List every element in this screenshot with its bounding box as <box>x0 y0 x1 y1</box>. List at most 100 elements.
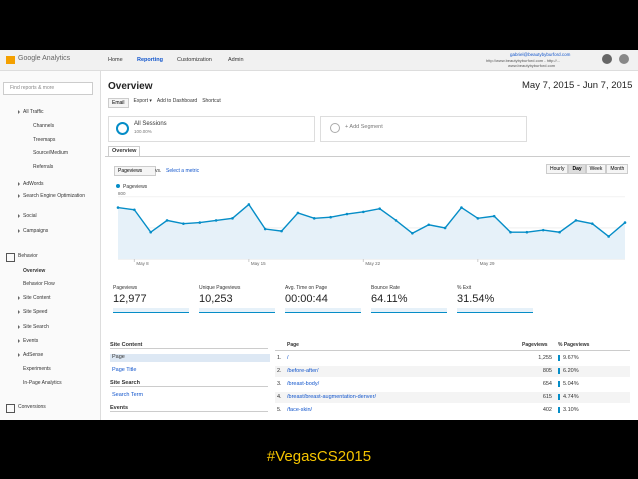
date-range[interactable]: May 7, 2015 - Jun 7, 2015 <box>522 80 633 91</box>
section-item[interactable]: Search Term <box>112 392 144 398</box>
legend-label: Pageviews <box>123 184 148 190</box>
sidebar-item[interactable]: Behavior Flow <box>23 281 55 287</box>
row-pageviews: 402 <box>542 407 552 413</box>
row-bar <box>558 368 560 374</box>
sidebar-item[interactable]: Referrals <box>33 164 54 170</box>
nav[interactable]: Reporting <box>137 57 163 63</box>
sidebar-item[interactable]: Events <box>23 338 39 344</box>
granularity-button[interactable]: Hourly <box>546 164 569 174</box>
metric-label: Unique Pageviews <box>199 285 241 291</box>
row-index: 4. <box>277 394 282 400</box>
arrow <box>18 353 20 357</box>
screenshot: Google Analytics Home Reporting Customiz… <box>0 50 638 420</box>
toolbar-button[interactable]: Add to Dashboard <box>156 98 198 104</box>
segment-percent: 100.00% <box>134 129 152 134</box>
row-index: 5. <box>277 407 282 413</box>
row-pageviews: 615 <box>542 394 552 400</box>
point <box>165 219 169 222</box>
sidebar-item[interactable]: Campaigns <box>23 228 49 234</box>
sparkline <box>371 308 447 313</box>
nav[interactable]: Admin <box>228 57 244 63</box>
point <box>247 203 251 206</box>
point <box>558 230 561 234</box>
granularity-button[interactable]: Day <box>568 164 586 174</box>
row-bar <box>558 407 560 413</box>
sidebar-item[interactable]: In-Page Analytics <box>23 380 62 386</box>
sidebar-item[interactable]: Site Search <box>23 324 49 330</box>
sidebar-item[interactable]: Social <box>23 213 37 219</box>
toolbar-button[interactable]: Export ▾ <box>133 98 152 104</box>
tab[interactable] <box>108 146 140 157</box>
metric-label: Pageviews <box>113 285 138 291</box>
sidebar-item[interactable]: Conversions <box>18 404 46 410</box>
sidebar-item[interactable]: Channels <box>33 123 55 129</box>
segment-icon <box>116 122 129 135</box>
point <box>509 230 512 234</box>
row-page[interactable]: /breast-body/ <box>287 381 320 387</box>
add-segment[interactable]: + Add Segment <box>345 124 383 130</box>
sidebar-item[interactable]: Site Content <box>23 295 51 301</box>
toolbar-button[interactable]: Email <box>108 98 129 108</box>
top-bar <box>0 50 638 71</box>
account-url: http://www.beautybyburford.com - http://… <box>486 58 561 63</box>
hashtag: #VegasCS2015 <box>266 448 372 465</box>
search-placeholder: Find reports & more <box>10 85 55 91</box>
account-email[interactable]: gabriel@beautybyburford.com <box>510 52 571 57</box>
point <box>362 210 365 214</box>
row-percent: 9.67% <box>563 355 579 361</box>
x-tick-label: May 22 <box>365 261 380 266</box>
arrow <box>18 214 20 218</box>
row-index: 3. <box>277 381 282 387</box>
row-page[interactable]: /before-after/ <box>287 368 319 374</box>
granularity-button[interactable]: Month <box>606 164 629 174</box>
toolbar-button[interactable]: Shortcut <box>202 98 221 104</box>
sidebar <box>0 71 101 420</box>
nav[interactable]: Home <box>108 57 123 63</box>
row-percent: 3.10% <box>563 407 579 413</box>
metric-label: % Exit <box>457 285 472 291</box>
avatar[interactable] <box>619 54 629 64</box>
settings-icon[interactable] <box>602 54 612 64</box>
sidebar-item[interactable]: Source/Medium <box>33 150 69 156</box>
sparkline <box>113 308 189 313</box>
row-page[interactable]: /breast/breast-augmentation-denver/ <box>287 394 376 400</box>
row-bar <box>558 381 560 387</box>
granularity-button[interactable]: Week <box>585 164 607 174</box>
tab-label: Overview <box>112 148 137 154</box>
section-item[interactable]: Page <box>110 354 270 362</box>
segment-box[interactable] <box>108 116 315 142</box>
metric-value: 10,253 <box>199 293 233 305</box>
sidebar-item[interactable]: All Traffic <box>23 109 44 115</box>
point <box>312 217 316 220</box>
row-bg <box>275 366 630 377</box>
row-page[interactable]: /face-skin/ <box>287 407 313 413</box>
sidebar-item[interactable]: Behavior <box>18 253 38 259</box>
sidebar-item[interactable]: AdSense <box>23 352 44 358</box>
point <box>411 231 414 235</box>
nav[interactable]: Customization <box>177 57 212 63</box>
x-tick-label: May 15 <box>251 261 266 266</box>
x-tick-label: May 8 <box>136 261 149 266</box>
sidebar-item[interactable]: Site Speed <box>23 309 48 315</box>
point <box>345 212 349 216</box>
select-metric[interactable]: Select a metric <box>166 168 200 174</box>
add-segment-box[interactable] <box>320 116 527 142</box>
metric-select[interactable]: Pageviews <box>114 166 156 176</box>
sidebar-item[interactable]: AdWords <box>23 181 44 187</box>
row-page[interactable]: / <box>287 355 289 361</box>
y-tick-label: 800 <box>118 191 126 196</box>
point <box>214 219 218 222</box>
point <box>149 230 153 234</box>
sidebar-item[interactable]: Overview <box>23 268 46 274</box>
sidebar-item[interactable]: Search Engine Optimization <box>23 193 85 199</box>
logo: Google Analytics <box>18 55 71 62</box>
section-item[interactable]: Page Title <box>112 367 137 373</box>
sidebar-item[interactable]: Treemaps <box>33 137 56 143</box>
row-index: 1. <box>277 355 282 361</box>
table-header: Page <box>287 342 299 348</box>
sidebar-item[interactable]: Experiments <box>23 366 51 372</box>
search-box[interactable] <box>3 82 93 95</box>
point <box>296 211 300 215</box>
vs: vs. <box>155 168 162 174</box>
toolbar: Email Export ▾ Add to Dashboard Shortcut <box>108 98 221 108</box>
